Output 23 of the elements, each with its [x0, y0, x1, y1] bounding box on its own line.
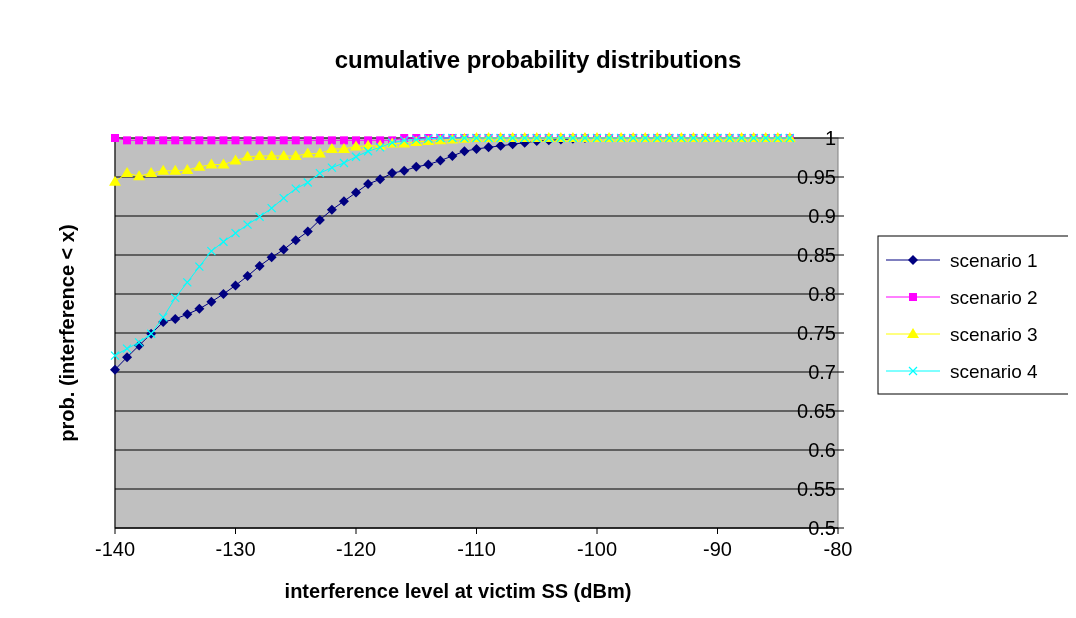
y-tick-label: 0.75 — [797, 322, 836, 344]
y-tick-label: 0.6 — [808, 439, 836, 461]
x-tick-label: -80 — [823, 538, 853, 560]
y-tick-label: 0.8 — [808, 283, 836, 305]
legend-label: scenario 3 — [950, 323, 1038, 345]
y-tick-label: 0.7 — [808, 361, 836, 383]
x-tick-label: -120 — [335, 538, 377, 560]
x-tick-label: -90 — [703, 538, 732, 560]
y-tick-label: 0.65 — [797, 400, 836, 422]
x-tick-label: -100 — [576, 538, 618, 560]
x-tick-label: -140 — [94, 538, 136, 560]
x-axis-title: interference level at victim SS (dBm) — [284, 580, 632, 602]
y-tick-label: 0.95 — [797, 166, 836, 188]
y-axis-title: prob. (interference < x) — [56, 224, 78, 442]
legend-label: scenario 2 — [950, 286, 1038, 308]
y-tick-label: 0.9 — [808, 205, 836, 227]
x-tick-label: -130 — [215, 538, 256, 560]
legend-label: scenario 1 — [950, 249, 1038, 271]
x-tick-label: -110 — [457, 538, 496, 560]
legend-label: scenario 4 — [950, 360, 1039, 382]
y-tick-label: 0.85 — [797, 244, 836, 266]
y-tick-label: 0.55 — [797, 478, 836, 500]
chart-title: cumulative probability distributions — [334, 46, 742, 73]
